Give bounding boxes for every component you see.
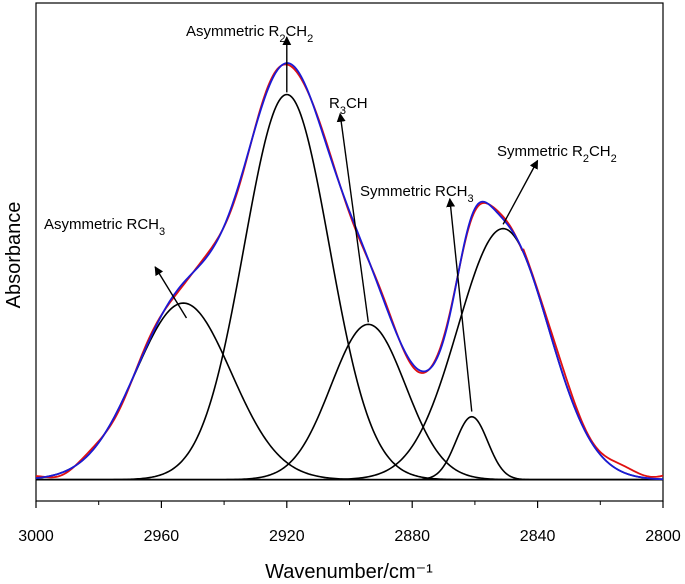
x-tick-label: 2840 — [520, 528, 556, 545]
x-tick-label: 2920 — [269, 528, 305, 545]
x-tick-label: 3000 — [18, 528, 54, 545]
annotation-arrow — [154, 266, 188, 319]
measured-line — [35, 63, 664, 479]
annotation-label: Asymmetric RCH3 — [44, 216, 165, 238]
annotation-label: R3CH — [329, 95, 368, 117]
component-curve — [36, 415, 663, 481]
annotation-arrow — [336, 112, 370, 323]
x-tick-label: 2880 — [394, 528, 430, 545]
x-axis-title: Wavenumber/cm⁻¹ — [265, 561, 433, 583]
fit-curve — [35, 62, 664, 481]
fit-line — [35, 62, 664, 481]
plot-frame — [35, 2, 664, 502]
x-tick-label: 2800 — [645, 528, 681, 545]
measured-curve — [35, 63, 664, 479]
annotation-arrow — [446, 197, 473, 412]
y-axis-title: Absorbance — [3, 202, 25, 309]
annotation-arrow — [502, 159, 539, 225]
peak-annotations: Asymmetric RCH3 Asymmetric R2CH2 R3CH Symme… — [44, 23, 617, 412]
component-curve — [36, 227, 664, 481]
x-tick-label: 2960 — [144, 528, 180, 545]
annotation-label: Symmetric RCH3 — [360, 183, 474, 205]
x-axis-ticks: 3000 2960 2920 2880 2840 2800 — [18, 501, 681, 545]
annotation-label: Symmetric R2CH2 — [497, 143, 617, 165]
annotation-label: Asymmetric R2CH2 — [186, 23, 313, 45]
